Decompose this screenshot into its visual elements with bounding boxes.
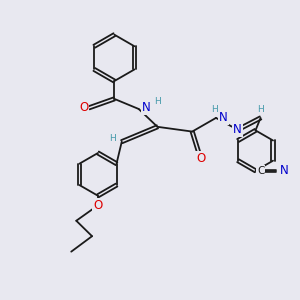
Text: N: N [142,101,151,114]
Text: H: H [154,97,161,106]
Text: N: N [219,111,228,124]
Text: H: H [211,105,218,114]
Text: H: H [257,105,264,114]
Text: O: O [93,199,103,212]
Text: O: O [79,101,88,114]
Text: H: H [109,134,116,142]
Text: C: C [257,166,264,176]
Text: N: N [280,164,289,177]
Text: N: N [233,123,242,136]
Text: O: O [196,152,205,165]
